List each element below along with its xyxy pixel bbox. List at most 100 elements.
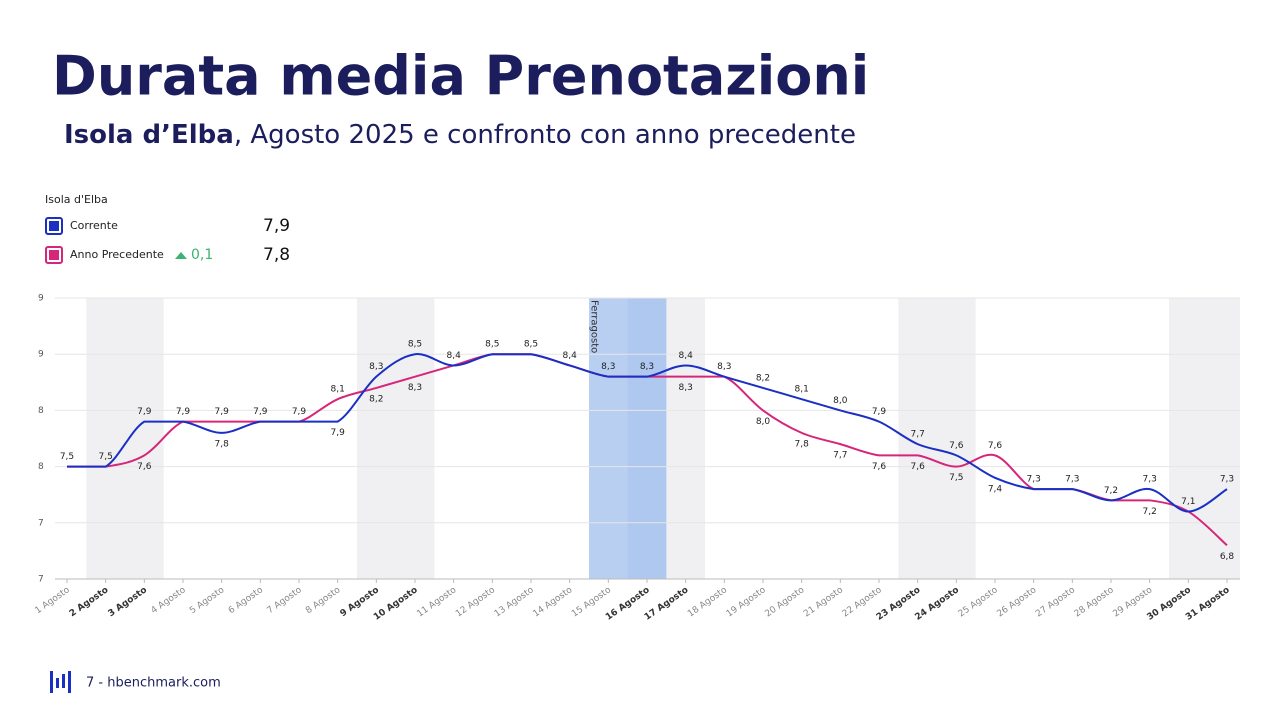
y-tick-label: 7 [38,518,44,528]
x-tick-label: 10 Agosto [372,585,420,622]
data-label: 8,2 [756,373,770,383]
data-label: 7,9 [872,407,887,417]
data-label: 8,1 [331,385,345,395]
x-tick-label: 14 Agosto [531,585,574,620]
x-tick-label: 1 Agosto [33,585,72,616]
data-label: 8,4 [563,351,578,361]
delta-label: 0,1 [191,247,213,263]
legend-swatch-fill [49,221,59,231]
data-label: 8,0 [833,396,848,406]
x-tick-label: 11 Agosto [415,585,458,620]
data-label: 7,7 [911,430,925,440]
x-tick-label: 28 Agosto [1073,585,1116,620]
y-tick-label: 8 [38,406,44,416]
x-tick-label: 24 Agosto [913,585,961,622]
x-tick-label: 13 Agosto [493,585,536,620]
x-tick-label: 31 Agosto [1184,585,1232,622]
logo-bar [62,674,65,688]
data-label: 8,3 [369,362,383,372]
x-tick-label: 27 Agosto [1034,585,1077,620]
x-tick-label: 26 Agosto [995,585,1038,620]
x-tick-label: 7 Agosto [265,585,304,616]
series-line [67,353,1228,513]
subtitle: Isola d’Elba, Agosto 2025 e confronto co… [64,120,856,150]
legend-title: Isola d'Elba [45,193,108,206]
x-tick-label: 21 Agosto [802,585,845,620]
holiday-band-overlap [627,298,667,579]
data-label: 7,8 [795,439,810,449]
data-label: 7,4 [988,484,1003,494]
data-label: 7,6 [949,441,964,451]
data-label: 8,5 [408,340,422,350]
data-label: 8,3 [601,362,615,372]
data-label: 7,9 [292,407,307,417]
x-tick-label: 2 Agosto [68,585,110,619]
logo-bar [68,671,71,693]
logo-bar [56,678,59,688]
data-label: 7,9 [331,428,346,438]
data-label: 8,3 [679,383,693,393]
x-tick-label: 3 Agosto [107,585,149,619]
data-label: 8,1 [795,385,809,395]
logo-bar [50,671,53,693]
data-label: 8,4 [679,351,694,361]
data-label: 6,8 [1220,552,1235,562]
data-label: 8,3 [717,362,731,372]
y-tick-label: 9 [38,294,44,304]
subtitle-bold: Isola d’Elba [64,120,234,150]
data-label: 7,2 [1104,486,1118,496]
x-tick-label: 5 Agosto [188,585,227,616]
legend-label: Anno Precedente [70,248,164,261]
x-tick-label: 8 Agosto [304,585,343,616]
data-label: 7,9 [176,407,191,417]
data-label: 7,2 [1143,507,1157,517]
data-label: 7,9 [215,407,230,417]
y-tick-label: 8 [38,462,44,472]
weekend-band [357,298,435,579]
data-label: 8,3 [408,383,422,393]
weekend-band [1169,298,1240,579]
data-label: 7,6 [137,462,152,472]
annotation: Ferragosto [588,300,599,353]
data-label: 7,5 [949,473,963,483]
data-label: 8,5 [524,340,538,350]
x-tick-label: 6 Agosto [227,585,266,616]
data-label: 7,1 [1181,497,1195,507]
subtitle-rest: , Agosto 2025 e confronto con anno prece… [234,120,856,150]
data-label: 7,3 [1027,475,1041,485]
data-label: 7,3 [1065,475,1079,485]
weekend-band [898,298,976,579]
legend-total: 7,9 [263,216,290,236]
data-label: 7,6 [988,441,1003,451]
data-label: 7,8 [215,439,230,449]
data-label: 8,5 [485,340,499,350]
x-tick-label: 12 Agosto [454,585,497,620]
x-tick-label: 4 Agosto [149,585,188,616]
y-tick-label: 7 [38,575,44,585]
data-label: 8,2 [369,394,383,404]
data-label: 8,0 [756,417,771,427]
legend-label: Corrente [70,219,118,232]
data-label: 7,5 [60,452,74,462]
footer-text: 7 - hbenchmark.com [86,676,221,691]
data-label: 7,6 [911,462,926,472]
data-label: 7,7 [833,451,847,461]
data-label: 7,9 [137,407,152,417]
x-tick-label: 17 Agosto [643,585,691,622]
footer: 7 - hbenchmark.com [50,671,221,693]
data-label: 7,9 [253,407,268,417]
data-label: 8,4 [447,351,462,361]
weekend-band [86,298,164,579]
legend-swatch-fill [49,250,59,260]
x-tick-label: 20 Agosto [763,585,806,620]
data-label: 7,3 [1143,475,1157,485]
data-label: 7,5 [99,452,113,462]
data-label: 7,3 [1220,475,1234,485]
y-tick-label: 9 [38,350,44,360]
delta-arrow [175,252,187,259]
data-label: 8,3 [640,362,654,372]
x-tick-label: 18 Agosto [686,585,729,620]
data-label: 7,6 [872,462,887,472]
x-tick-label: 19 Agosto [725,585,768,620]
